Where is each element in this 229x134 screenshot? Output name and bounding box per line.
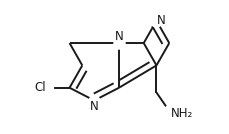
Text: N: N — [90, 100, 98, 113]
Text: Cl: Cl — [35, 81, 46, 94]
Text: N: N — [114, 30, 123, 43]
Text: NH₂: NH₂ — [170, 107, 192, 120]
Text: N: N — [156, 14, 164, 27]
